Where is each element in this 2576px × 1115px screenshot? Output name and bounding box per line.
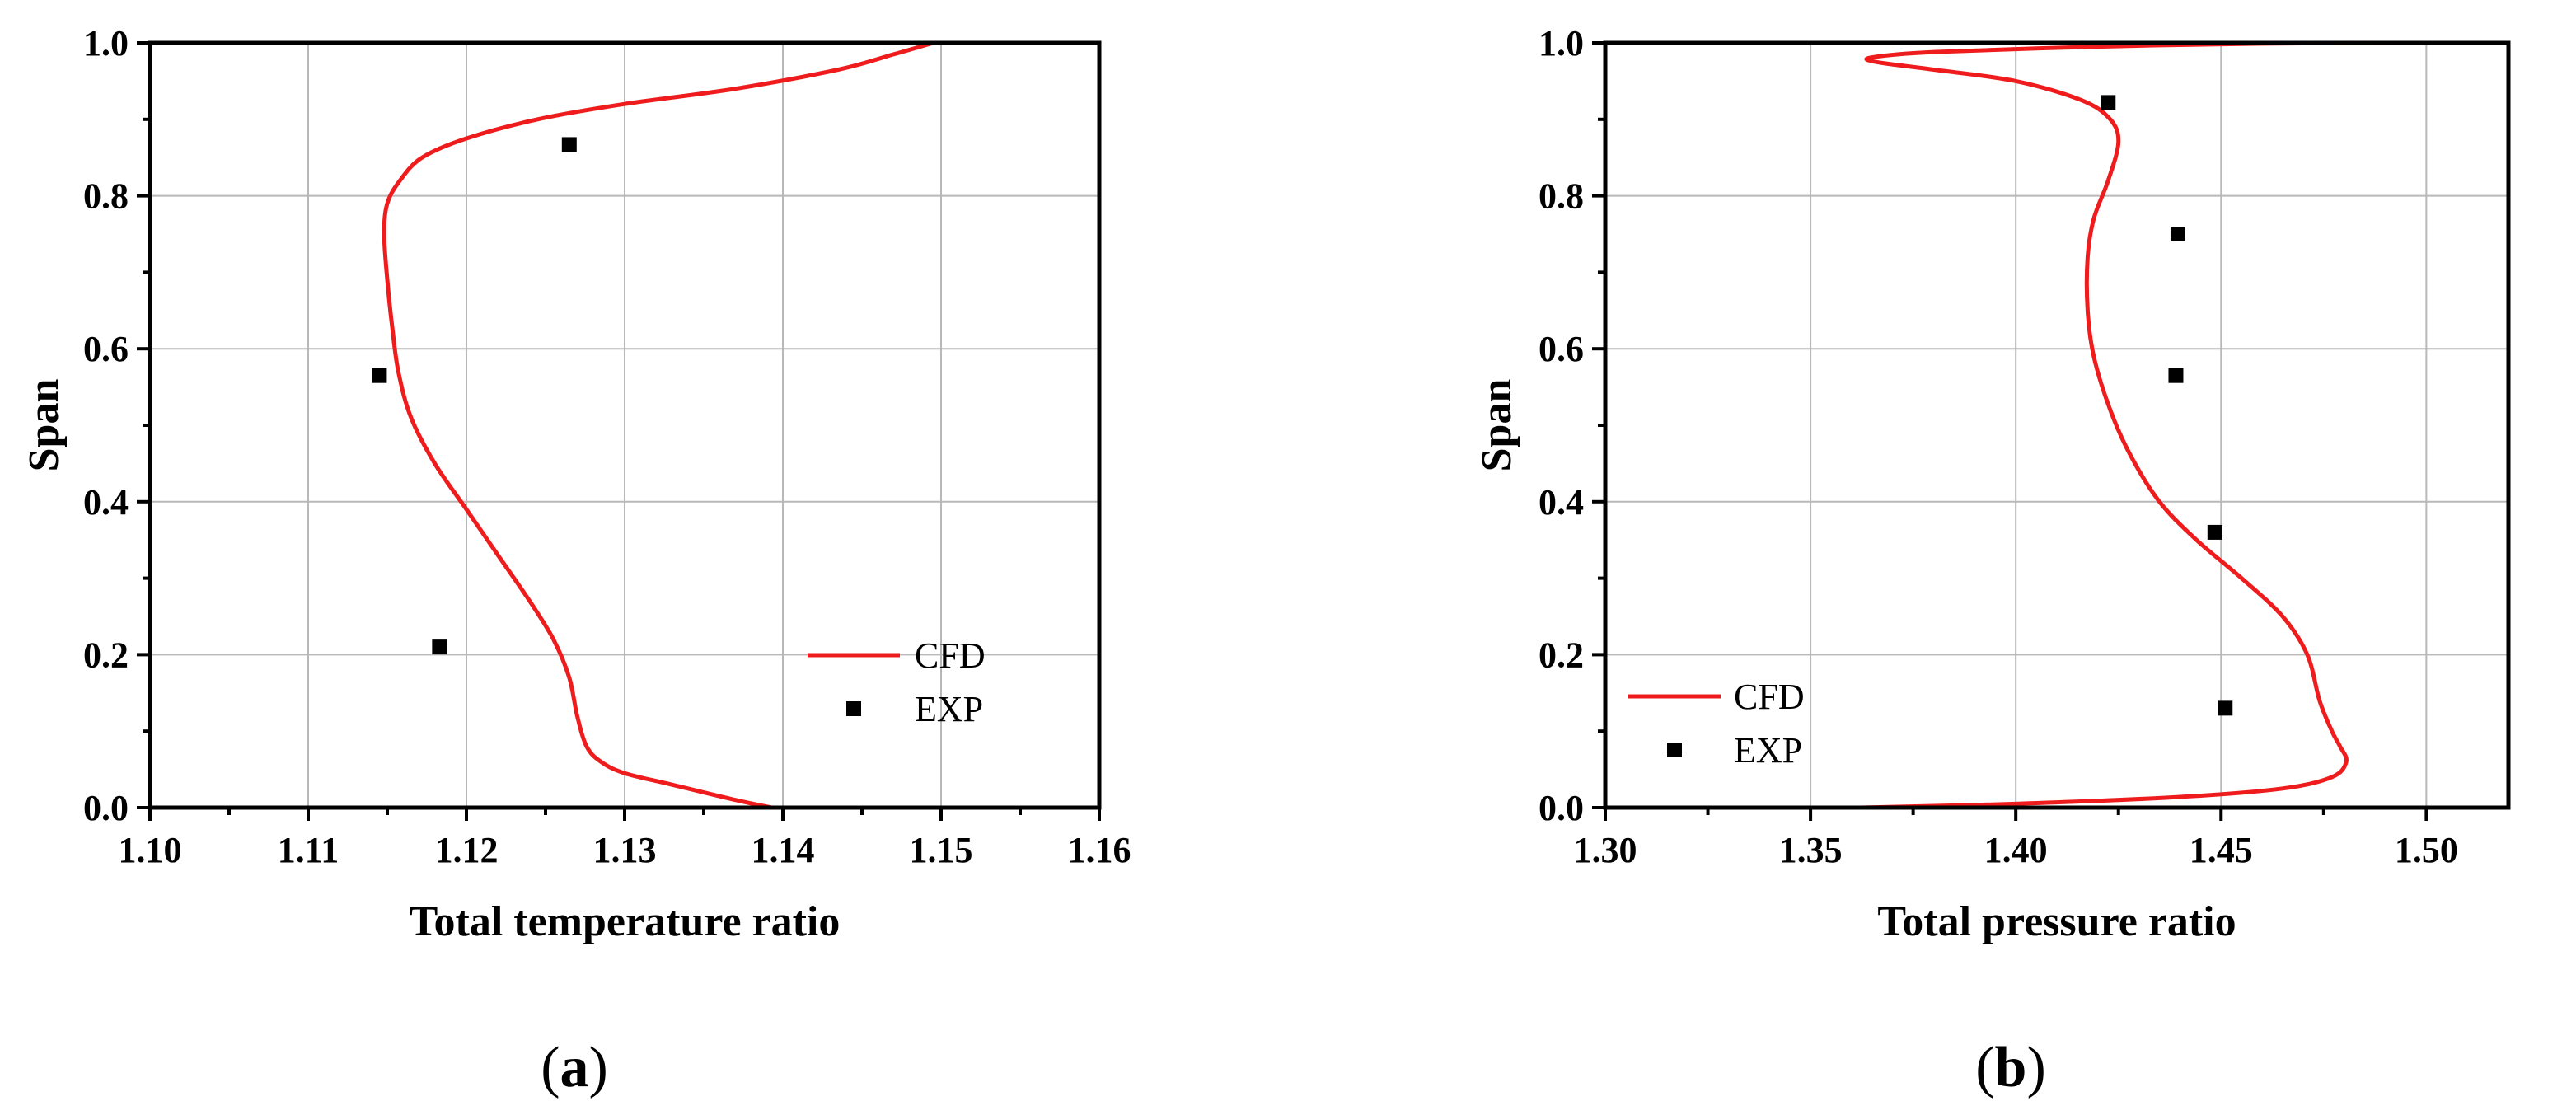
y-tick-label-b-2: 0.4	[1539, 482, 1584, 522]
series-cfd-line-b	[1859, 40, 2402, 810]
y-tick-label-a-1: 0.2	[83, 635, 129, 675]
x-tick-label-a-6: 1.16	[1068, 830, 1131, 870]
x-tick-label-a-4: 1.14	[752, 830, 815, 870]
y-tick-label-a-5: 1.0	[83, 23, 129, 63]
chart-panel-a: 1.10 1.11 1.12 1.13 1.14 1.15 1.16 0.0 0.2 0.4 0.6…	[21, 23, 1131, 1099]
grid-a	[150, 43, 1099, 808]
y-tick-label-b-5: 1.0	[1539, 23, 1584, 63]
y-tick-label-b-0: 0.0	[1539, 788, 1584, 828]
exp-point-b-0	[2101, 95, 2116, 110]
x-tick-label-b-0: 1.30	[1574, 830, 1637, 870]
panel-label-a: (a)	[541, 1036, 608, 1099]
exp-point-b-1	[2170, 227, 2185, 241]
legend-exp-swatch-b	[1667, 743, 1682, 757]
x-tick-label-b-3: 1.45	[2190, 830, 2253, 870]
x-tick-label-b-2: 1.40	[1984, 830, 2048, 870]
panel-label-b: (b)	[1975, 1036, 2046, 1099]
exp-point-a-2	[432, 639, 447, 655]
legend-cfd-label-b: CFD	[1734, 677, 1805, 717]
legend-exp-label-b: EXP	[1734, 730, 1802, 771]
x-tick-label-a-1: 1.11	[278, 830, 340, 870]
x-tick-label-b-1: 1.35	[1779, 830, 1843, 870]
x-axis-title-a: Total temperature ratio	[410, 898, 841, 945]
chart-panel-b: 1.30 1.35 1.40 1.45 1.50 0.0 0.2 0.4 0.6 0.8 1.0 T…	[1473, 23, 2511, 1099]
legend-a: CFD EXP	[808, 635, 986, 729]
y-axis-title-b: Span	[1473, 379, 1520, 472]
y-tick-label-a-2: 0.4	[83, 482, 129, 522]
legend-exp-label-a: EXP	[915, 689, 983, 729]
y-tick-label-b-4: 0.8	[1539, 176, 1584, 217]
y-tick-label-b-3: 0.6	[1539, 329, 1584, 369]
exp-point-b-2	[2168, 368, 2184, 383]
ticks-b: 1.30 1.35 1.40 1.45 1.50 0.0 0.2 0.4 0.6 0.8 1.0	[1539, 23, 2458, 870]
y-tick-label-b-1: 0.2	[1539, 635, 1584, 675]
legend-exp-swatch-a	[846, 701, 861, 716]
plot-area-b	[1859, 40, 2402, 810]
y-tick-label-a-4: 0.8	[83, 176, 129, 217]
exp-point-a-0	[561, 137, 577, 152]
ticks-a: 1.10 1.11 1.12 1.13 1.14 1.15 1.16 0.0 0.2 0.4 0.6…	[83, 23, 1131, 870]
y-axis-title-a: Span	[21, 379, 68, 472]
x-tick-label-a-0: 1.10	[119, 830, 182, 870]
grid-b	[1605, 43, 2508, 808]
plot-area-a	[372, 40, 934, 810]
x-axis-title-b: Total pressure ratio	[1877, 898, 2236, 945]
legend-cfd-label-a: CFD	[915, 635, 986, 676]
legend-b: CFD EXP	[1628, 677, 1805, 771]
series-cfd-line-a	[382, 40, 934, 810]
y-tick-label-a-3: 0.6	[83, 329, 129, 369]
x-tick-label-b-4: 1.50	[2395, 830, 2458, 870]
exp-point-b-4	[2218, 700, 2233, 716]
x-tick-label-a-2: 1.12	[435, 830, 499, 870]
y-tick-label-a-0: 0.0	[83, 788, 129, 828]
x-tick-label-a-5: 1.15	[910, 830, 973, 870]
exp-point-b-3	[2207, 524, 2222, 540]
exp-point-a-1	[372, 368, 387, 383]
x-tick-label-a-3: 1.13	[593, 830, 657, 870]
